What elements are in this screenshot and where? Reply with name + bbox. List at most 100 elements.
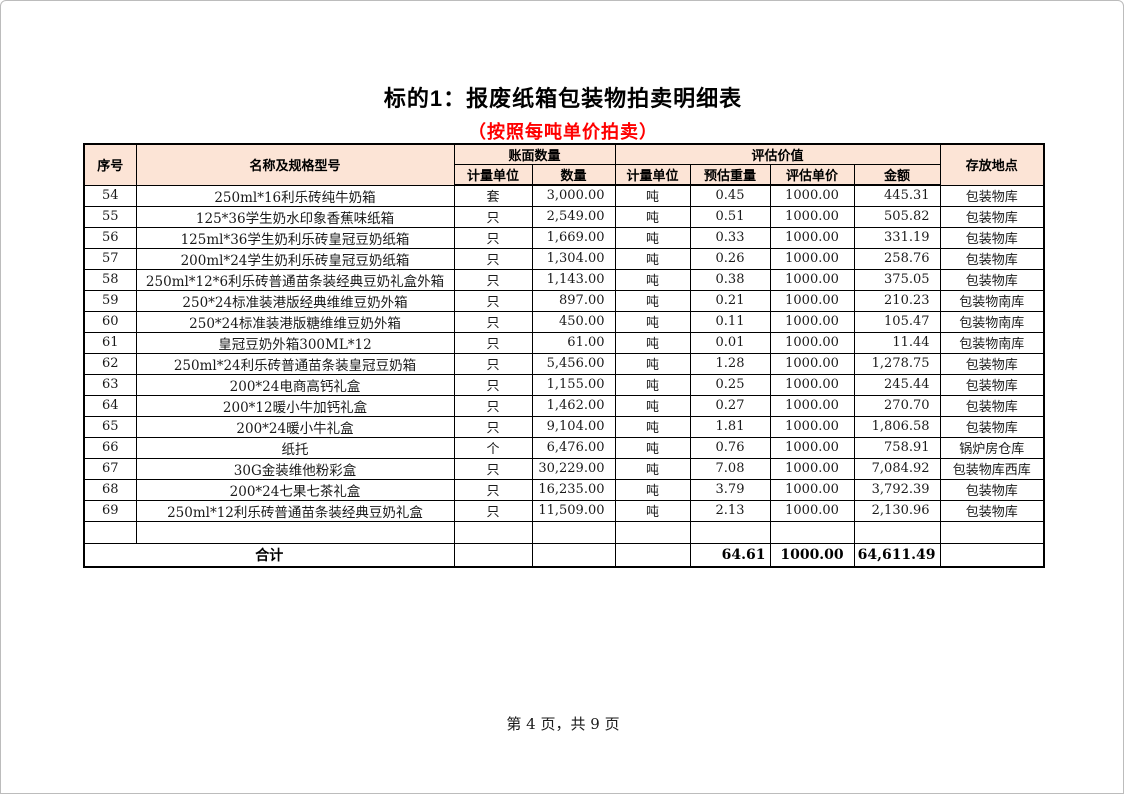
cell <box>531 520 616 544</box>
cell: 包装物库 <box>939 268 1045 291</box>
total-cell-unit2 <box>614 542 691 568</box>
cell: 68 <box>83 478 137 501</box>
cell: 270.70 <box>853 394 941 417</box>
cell: 125ml*36学生奶利乐砖皇冠豆奶纸箱 <box>135 226 455 249</box>
table-row: 67 30G金装维他粉彩盒只 30,229.00 吨 7.08 1000.00 7,084.… <box>83 457 1045 480</box>
cell: 3,000.00 <box>531 184 616 207</box>
table-row: 68 200*24七果七茶礼盒只 16,235.00 吨 3.79 1000.00 3,79… <box>83 478 1045 501</box>
cell: 58 <box>83 268 137 291</box>
total-cell-eval-price: 1000.00 <box>769 542 855 568</box>
table-row: 59 250*24标准装港版经典维维豆奶外箱只 897.00 吨 0.21 1000.00… <box>83 289 1045 312</box>
cell: 吨 <box>614 226 691 249</box>
cell: 16,235.00 <box>531 478 616 501</box>
cell: 只 <box>453 226 533 249</box>
cell: 9,104.00 <box>531 415 616 438</box>
table-row: 56 125ml*36学生奶利乐砖皇冠豆奶纸箱只 1,669.00 吨 0.33 1000… <box>83 226 1045 249</box>
cell: 只 <box>453 268 533 291</box>
cell: 只 <box>453 394 533 417</box>
cell: 0.38 <box>689 268 771 291</box>
total-cell-location <box>939 542 1045 568</box>
col-header-unit2: 计量单位 <box>614 164 691 186</box>
cell: 1000.00 <box>769 394 855 417</box>
total-cell-qty <box>531 542 616 568</box>
cell: 包装物库 <box>939 415 1045 438</box>
cell: 0.27 <box>689 394 771 417</box>
cell: 只 <box>453 331 533 354</box>
table-row: 62 250ml*24利乐砖普通苗条装皇冠豆奶箱只 5,456.00 吨 1.28 100… <box>83 352 1045 375</box>
cell: 0.01 <box>689 331 771 354</box>
col-header-seq: 序号 <box>83 143 137 186</box>
cell: 6,476.00 <box>531 436 616 459</box>
cell: 包装物库西库 <box>939 457 1045 480</box>
cell: 吨 <box>614 436 691 459</box>
cell: 0.25 <box>689 373 771 396</box>
cell: 包装物库 <box>939 184 1045 207</box>
cell: 200*24电商高钙礼盒 <box>135 373 455 396</box>
cell: 250ml*12利乐砖普通苗条装经典豆奶礼盒 <box>135 499 455 522</box>
cell: 1,669.00 <box>531 226 616 249</box>
cell: 56 <box>83 226 137 249</box>
cell: 只 <box>453 499 533 522</box>
cell <box>453 520 533 544</box>
cell: 1,806.58 <box>853 415 941 438</box>
table-row: 55 125*36学生奶水印象香蕉味纸箱只 2,549.00 吨 0.51 1000.00… <box>83 205 1045 228</box>
cell: 1000.00 <box>769 331 855 354</box>
cell: 897.00 <box>531 289 616 312</box>
cell: 只 <box>453 247 533 270</box>
cell: 吨 <box>614 415 691 438</box>
cell: 包装物库 <box>939 226 1045 249</box>
cell <box>83 520 137 544</box>
table-row: 66 纸托个 6,476.00 吨 0.76 1000.00 758.91 锅炉房仓库 <box>83 436 1045 459</box>
cell: 60 <box>83 310 137 333</box>
cell: 1000.00 <box>769 310 855 333</box>
cell: 2,549.00 <box>531 205 616 228</box>
cell: 200*24七果七茶礼盒 <box>135 478 455 501</box>
cell: 0.51 <box>689 205 771 228</box>
cell: 258.76 <box>853 247 941 270</box>
cell: 只 <box>453 310 533 333</box>
cell: 包装物库 <box>939 499 1045 522</box>
cell: 2.13 <box>689 499 771 522</box>
cell: 200*24暖小牛礼盒 <box>135 415 455 438</box>
table-row: 58 250ml*12*6利乐砖普通苗条装经典豆奶礼盒外箱只 1,143.00 吨 0.… <box>83 268 1045 291</box>
cell: 5,456.00 <box>531 352 616 375</box>
cell: 331.19 <box>853 226 941 249</box>
total-label: 合计 <box>83 542 455 568</box>
table-row: 54 250ml*16利乐砖纯牛奶箱套 3,000.00 吨 0.45 1000.00 44… <box>83 184 1045 207</box>
cell: 吨 <box>614 352 691 375</box>
cell: 1000.00 <box>769 205 855 228</box>
cell <box>939 520 1045 544</box>
cell: 1000.00 <box>769 436 855 459</box>
cell: 1000.00 <box>769 478 855 501</box>
cell: 245.44 <box>853 373 941 396</box>
cell: 1000.00 <box>769 226 855 249</box>
cell: 250*24标准装港版经典维维豆奶外箱 <box>135 289 455 312</box>
cell <box>135 520 455 544</box>
cell: 105.47 <box>853 310 941 333</box>
cell: 吨 <box>614 205 691 228</box>
cell: 个 <box>453 436 533 459</box>
cell: 吨 <box>614 247 691 270</box>
table-footer-rows: 合计 64.61 1000.00 64,611.49 <box>83 520 1045 568</box>
cell: 只 <box>453 478 533 501</box>
cell: 375.05 <box>853 268 941 291</box>
cell: 只 <box>453 415 533 438</box>
cell: 包装物库 <box>939 373 1045 396</box>
cell: 0.76 <box>689 436 771 459</box>
cell: 3,792.39 <box>853 478 941 501</box>
cell: 包装物库 <box>939 247 1045 270</box>
cell: 65 <box>83 415 137 438</box>
cell: 0.11 <box>689 310 771 333</box>
cell: 62 <box>83 352 137 375</box>
page-title: 标的1：报废纸箱包装物拍卖明细表 <box>383 86 743 111</box>
page-number: 第 4 页，共 9 页 <box>506 715 620 733</box>
cell: 67 <box>83 457 137 480</box>
cell: 吨 <box>614 499 691 522</box>
cell: 1000.00 <box>769 247 855 270</box>
cell: 1000.00 <box>769 457 855 480</box>
cell: 吨 <box>614 331 691 354</box>
cell: 54 <box>83 184 137 207</box>
cell: 1,278.75 <box>853 352 941 375</box>
cell: 0.21 <box>689 289 771 312</box>
cell: 吨 <box>614 478 691 501</box>
